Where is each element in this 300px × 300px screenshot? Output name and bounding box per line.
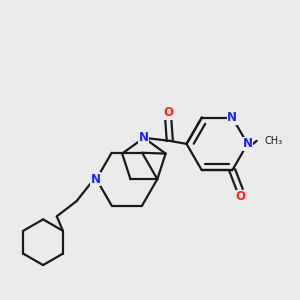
Text: O: O xyxy=(236,190,245,203)
Text: N: N xyxy=(91,173,101,186)
Text: N: N xyxy=(139,131,149,144)
Text: CH₃: CH₃ xyxy=(265,136,283,146)
Text: O: O xyxy=(163,106,173,119)
Text: N: N xyxy=(242,137,253,150)
Text: N: N xyxy=(227,111,237,124)
